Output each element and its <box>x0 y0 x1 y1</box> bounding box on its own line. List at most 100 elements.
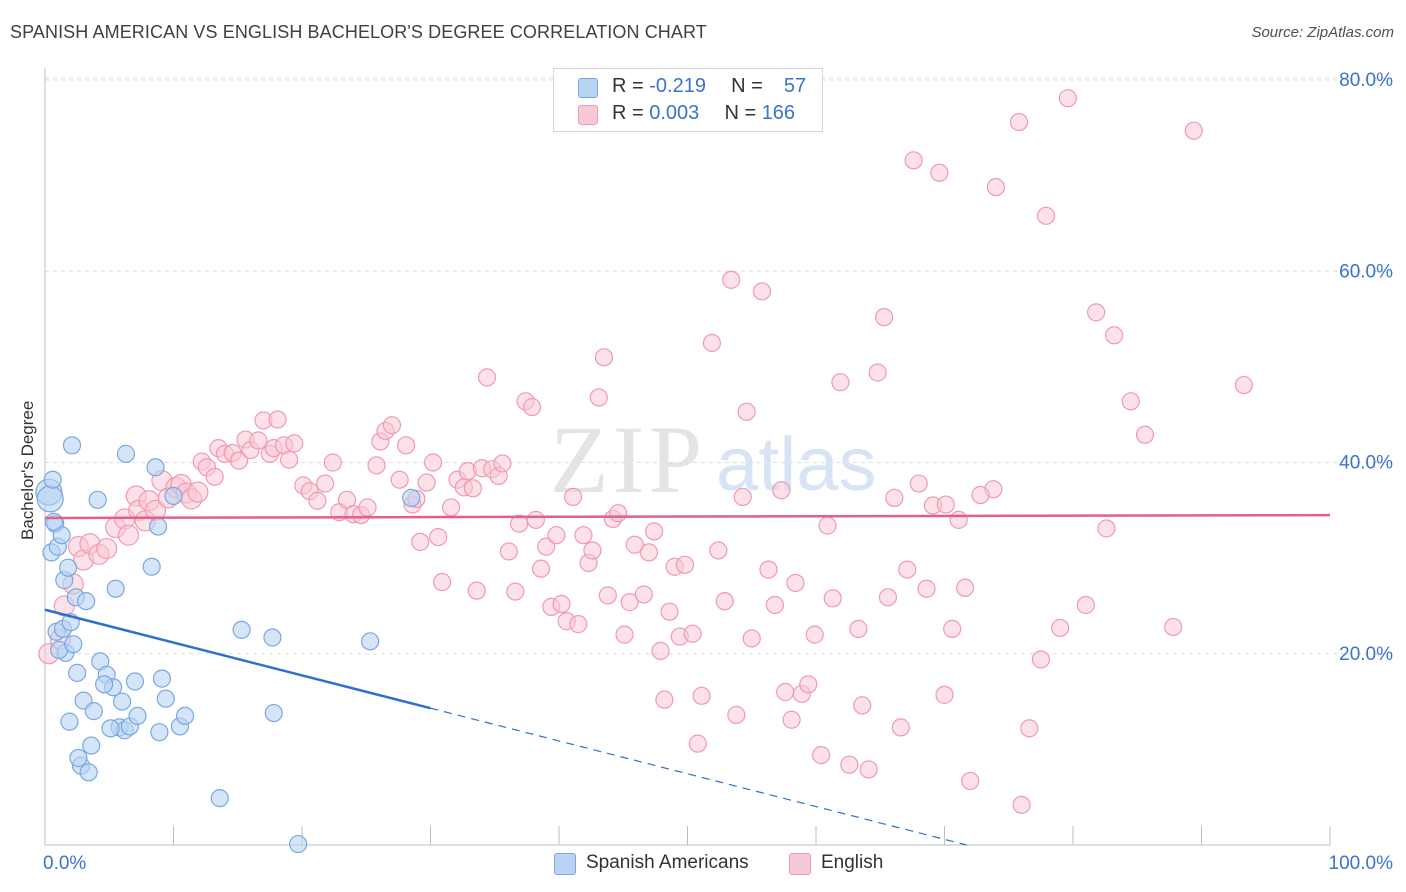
spanish-american-point <box>69 748 88 768</box>
english-point <box>986 178 1006 197</box>
english-point <box>367 456 386 475</box>
english-point <box>506 582 525 601</box>
english-point <box>1058 89 1077 108</box>
y-tick-label: 20.0% <box>1339 644 1393 665</box>
english-point <box>285 434 304 453</box>
spanish-american-point <box>101 719 120 738</box>
english-point <box>853 696 872 715</box>
english-point <box>569 615 588 634</box>
english-point <box>818 516 837 535</box>
spanish-american-point <box>150 723 169 742</box>
y-tick-label: 80.0% <box>1339 70 1393 91</box>
x-tick-label-max: 100.0% <box>1329 853 1394 874</box>
english-point <box>96 537 118 560</box>
english-point <box>709 541 728 560</box>
english-point <box>737 402 756 421</box>
english-point <box>308 491 327 510</box>
english-point <box>943 619 962 638</box>
english-point <box>776 682 795 702</box>
english-point <box>499 542 518 561</box>
english-point <box>715 592 734 611</box>
english-point <box>849 619 868 638</box>
english-point <box>644 522 664 541</box>
english-point <box>878 588 898 607</box>
spanish-american-point <box>164 486 183 506</box>
english-point <box>1031 650 1050 669</box>
spanish-american-point <box>60 712 79 731</box>
spanish-american-trend-dashed <box>430 707 967 846</box>
english-point <box>782 710 801 729</box>
english-point <box>799 675 818 694</box>
spanish-american-point <box>79 763 98 782</box>
spanish-american-point <box>361 632 380 651</box>
legend-swatch-pink <box>578 105 598 125</box>
english-point <box>683 624 702 643</box>
english-point <box>598 586 617 605</box>
english-point <box>898 560 917 579</box>
english-point <box>660 602 679 621</box>
spanish-american-point <box>142 557 161 576</box>
english-point <box>467 581 486 600</box>
english-point <box>634 585 653 604</box>
spanish-american-point <box>175 706 195 726</box>
english-point <box>316 474 335 493</box>
spanish-american-point <box>232 620 251 639</box>
english-point <box>396 436 416 455</box>
source-label: Source: ZipAtlas.com <box>1251 24 1394 41</box>
bottom-legend-swatch-pink <box>789 853 811 875</box>
english-point <box>936 495 955 514</box>
spanish-american-point <box>148 517 168 536</box>
english-point <box>868 363 887 382</box>
english-point <box>625 535 644 554</box>
english-point <box>917 579 936 598</box>
english-point <box>477 368 497 387</box>
bottom-legend-label: English <box>821 852 884 873</box>
axes <box>44 68 1331 846</box>
english-point <box>805 625 824 644</box>
legend-r-label: R = <box>612 75 644 97</box>
english-point <box>323 453 342 472</box>
spanish-american-point <box>112 692 132 711</box>
chart-title: SPANISH AMERICAN VS ENGLISH BACHELOR'S D… <box>10 22 707 42</box>
grid-lines <box>45 77 1392 655</box>
spanish-american-point <box>263 628 282 647</box>
english-point <box>651 641 670 660</box>
bottom-legend-swatch-blue <box>554 853 576 875</box>
english-point <box>429 527 448 547</box>
spanish-american-point <box>88 490 107 509</box>
spanish-american-point <box>156 689 175 708</box>
english-point <box>583 541 602 560</box>
english-point <box>1087 303 1106 322</box>
english-point <box>772 481 791 500</box>
legend-n-label: N = <box>731 75 763 97</box>
english-point <box>1009 112 1029 132</box>
spanish-american-point <box>128 706 147 726</box>
english-point <box>620 593 639 612</box>
english-point <box>358 498 377 517</box>
spanish-american-point <box>152 669 172 688</box>
spanish-american-point <box>106 579 125 598</box>
legend-n-value: 166 <box>761 102 796 124</box>
spanish-american-point <box>44 512 64 531</box>
english-point <box>831 373 850 392</box>
english-point <box>655 690 674 709</box>
english-point <box>692 686 711 705</box>
y-tick-label: 60.0% <box>1339 261 1393 282</box>
spanish-american-point <box>116 444 136 463</box>
english-point <box>574 526 593 545</box>
legend-r-label: R = <box>612 102 644 124</box>
english-point <box>859 760 878 779</box>
english-point <box>589 388 608 407</box>
english-point <box>1097 519 1116 538</box>
english-point <box>1105 326 1124 345</box>
english-point <box>1051 618 1070 638</box>
english-point <box>1121 392 1140 411</box>
english-point <box>935 685 954 704</box>
spanish-american-trend-solid <box>44 608 431 710</box>
english-point <box>1012 795 1031 814</box>
legend-n-label: N = <box>724 102 757 124</box>
english-point <box>904 151 923 170</box>
english-point <box>432 572 452 592</box>
english-point <box>949 510 968 529</box>
